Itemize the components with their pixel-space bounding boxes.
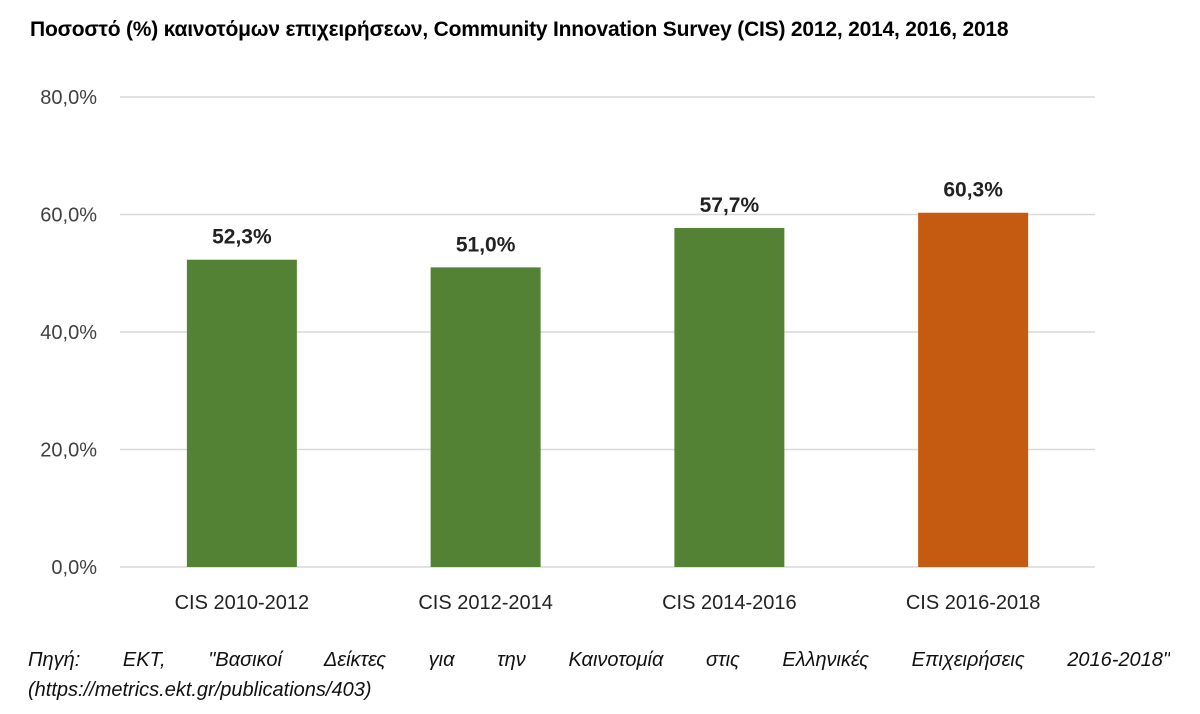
data-label: 60,3% [943, 179, 1003, 202]
bars [186, 212, 1029, 568]
data-label: 52,3% [212, 226, 272, 249]
data-label: 57,7% [700, 194, 760, 217]
x-category-label: CIS 2010-2012 [175, 592, 310, 614]
x-category-label: CIS 2016-2018 [906, 592, 1041, 614]
bar [430, 267, 541, 567]
x-category-label: CIS 2012-2014 [418, 592, 553, 614]
source-note: Πηγή: ΕΚΤ, "Βασικοί Δείκτες για την Καιν… [28, 645, 1170, 705]
y-axis-ticks: 0,0% 20,0% 40,0% 60,0% 80,0% [40, 87, 97, 579]
bar [918, 212, 1029, 568]
y-tick-label: 20,0% [40, 440, 97, 462]
source-line-2: (https://metrics.ekt.gr/publications/403… [28, 679, 372, 701]
x-axis-categories: CIS 2010-2012 CIS 2012-2014 CIS 2014-2016 C… [175, 592, 1041, 614]
bar [186, 259, 297, 567]
data-labels: 52,3% 51,0% 57,7% 60,3% [212, 179, 1003, 257]
bar [674, 228, 785, 567]
y-tick-label: 60,0% [40, 205, 97, 227]
chart-title: Ποσοστό (%) καινοτόμων επιχειρήσεων, Com… [30, 18, 1009, 41]
y-tick-label: 40,0% [40, 322, 97, 344]
x-category-label: CIS 2014-2016 [662, 592, 797, 614]
y-tick-label: 80,0% [40, 87, 97, 109]
source-line-1: Πηγή: ΕΚΤ, "Βασικοί Δείκτες για την Καιν… [28, 649, 1170, 671]
data-label: 51,0% [456, 233, 516, 256]
y-tick-label: 0,0% [51, 557, 97, 579]
